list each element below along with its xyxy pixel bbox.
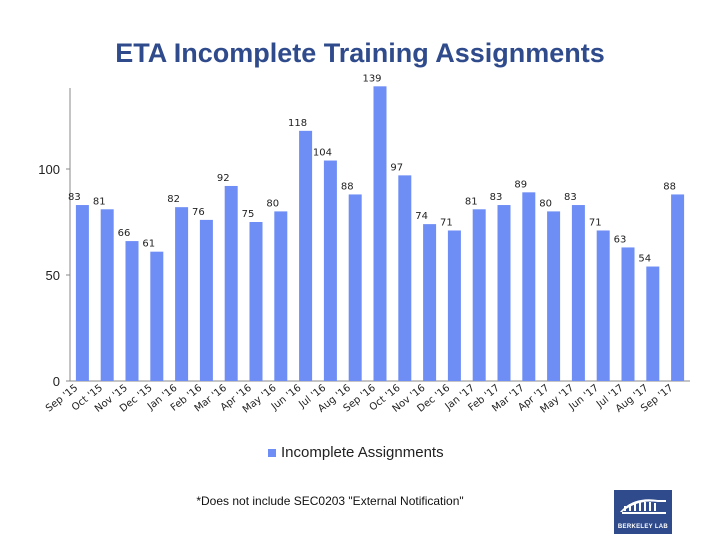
bar-value-label: 83 [68, 192, 81, 203]
lab-building-icon [620, 499, 666, 514]
bar-value-label: 75 [242, 209, 255, 220]
chart-title: ETA Incomplete Training Assignments [115, 38, 605, 68]
bar [199, 219, 213, 381]
bar [671, 194, 685, 381]
bar [646, 266, 660, 381]
bar-value-label: 63 [614, 234, 627, 245]
legend-label: Incomplete Assignments [281, 444, 444, 461]
bar [423, 224, 437, 381]
bar [175, 207, 189, 381]
bar [348, 194, 362, 381]
y-tick-label: 0 [53, 374, 60, 389]
bar-value-label: 88 [663, 181, 676, 192]
bar [447, 230, 461, 381]
legend-swatch [268, 448, 276, 457]
legend: Incomplete Assignments [268, 444, 444, 461]
bar-value-label: 82 [167, 194, 180, 205]
bar-value-label: 97 [390, 162, 403, 173]
bar [547, 211, 561, 381]
bar-value-label: 104 [313, 148, 332, 159]
bar-value-label: 76 [192, 207, 205, 218]
bar-value-label: 61 [142, 239, 155, 250]
bar [373, 86, 387, 381]
bar-value-label: 118 [288, 118, 307, 129]
berkeley-lab-logo: BERKELEY LAB [614, 490, 672, 534]
bar-value-label: 80 [539, 198, 552, 209]
bar-value-label: 139 [362, 73, 381, 84]
footnote: *Does not include SEC0203 "External Noti… [196, 494, 464, 508]
bar [249, 222, 263, 381]
bar-value-label: 54 [638, 254, 651, 265]
bar-value-label: 80 [266, 198, 279, 209]
bar [274, 211, 288, 381]
bar [100, 209, 114, 381]
bar [522, 192, 536, 381]
bar-value-label: 71 [589, 217, 602, 228]
bar [299, 130, 313, 381]
bar [150, 251, 164, 381]
bar [472, 209, 486, 381]
bar-value-label: 83 [564, 192, 577, 203]
bar-value-label: 92 [217, 173, 230, 184]
bar-value-label: 66 [118, 228, 131, 239]
bar [224, 185, 238, 381]
bar [323, 160, 337, 381]
bar [571, 205, 585, 381]
bar [75, 205, 89, 381]
bar [398, 175, 412, 381]
bar [621, 247, 635, 381]
bar [125, 241, 139, 381]
bar-value-label: 89 [514, 179, 527, 190]
bar-value-label: 81 [465, 196, 478, 207]
bar-value-label: 83 [490, 192, 503, 203]
y-tick-label: 100 [38, 162, 60, 177]
bar-value-label: 71 [440, 217, 453, 228]
bar [596, 230, 610, 381]
bar-value-label: 81 [93, 196, 106, 207]
bar-value-label: 88 [341, 181, 354, 192]
logo-text: BERKELEY LAB [617, 524, 669, 530]
bar [497, 205, 511, 381]
y-tick-label: 50 [46, 268, 60, 283]
bar-value-label: 74 [415, 211, 428, 222]
